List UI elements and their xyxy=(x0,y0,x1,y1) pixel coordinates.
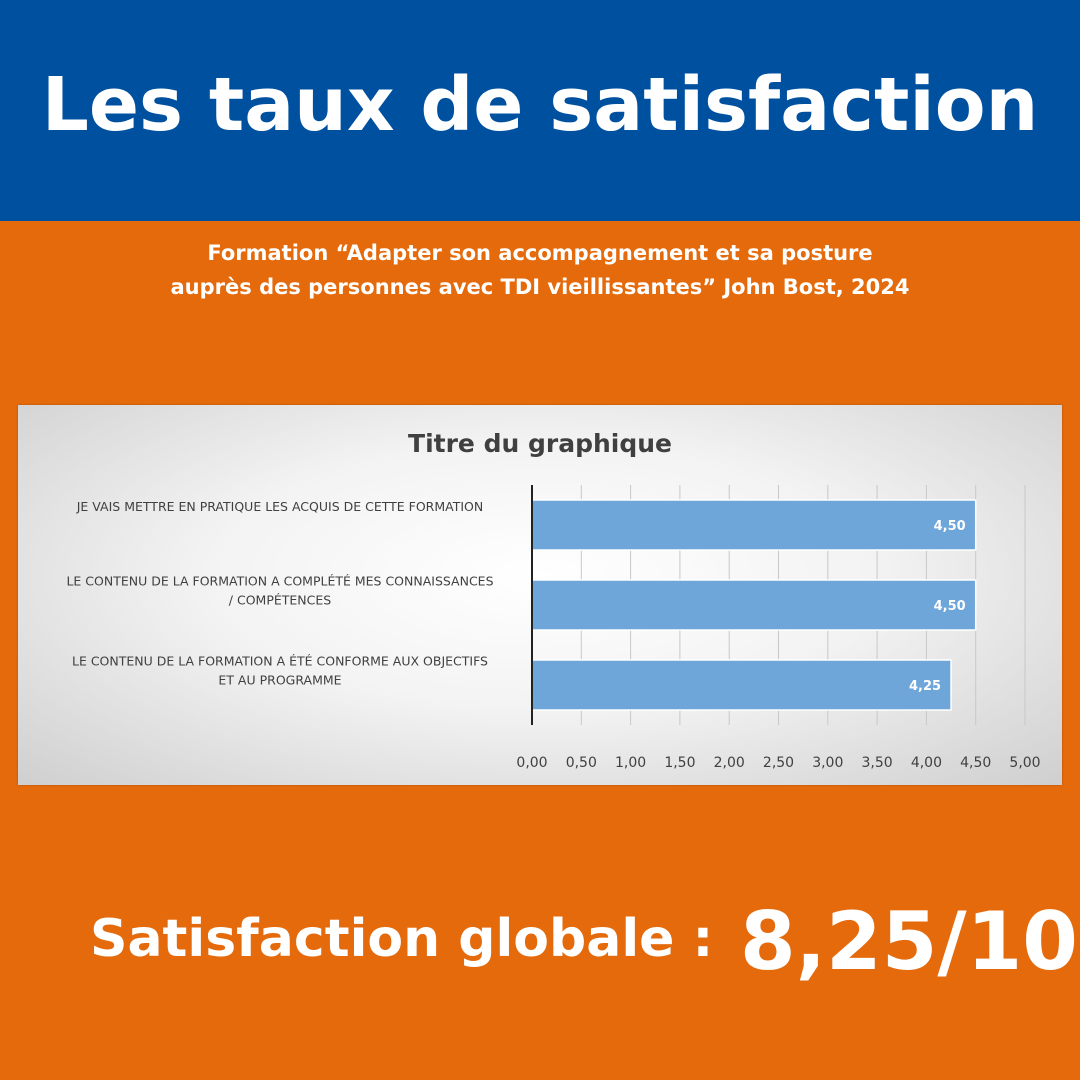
category-label: JE VAIS METTRE EN PRATIQUE LES ACQUIS DE… xyxy=(76,499,484,514)
x-tick-label: 2,50 xyxy=(763,755,794,771)
subtitle-line-2: auprès des personnes avec TDI vieillissa… xyxy=(170,275,910,299)
x-tick-label: 0,00 xyxy=(516,755,547,771)
x-tick-label: 3,50 xyxy=(862,755,893,771)
x-tick-label: 5,00 xyxy=(1009,755,1040,771)
x-tick-label: 4,00 xyxy=(911,755,942,771)
page-title: Les taux de satisfaction xyxy=(41,61,1039,148)
category-label: ET AU PROGRAMME xyxy=(218,673,341,688)
bar-chart: Titre du graphique 4,50 JE VAIS METTRE EN … xyxy=(66,429,1040,771)
summary-label: Satisfaction globale : xyxy=(90,909,714,969)
chart-panel: Titre du graphique 4,50 JE VAIS METTRE EN … xyxy=(18,405,1062,785)
bar-value-label: 4,50 xyxy=(934,599,966,614)
subtitle-line-1: Formation “Adapter son accompagnement et… xyxy=(207,241,873,265)
subtitle: Formation “Adapter son accompagnement et… xyxy=(0,236,1080,304)
x-tick-label: 4,50 xyxy=(960,755,991,771)
x-tick-label: 1,00 xyxy=(615,755,646,771)
category-label: LE CONTENU DE LA FORMATION A ÉTÉ CONFORM… xyxy=(72,654,488,669)
chart-title: Titre du graphique xyxy=(408,429,672,458)
bar-value-label: 4,25 xyxy=(909,679,941,694)
category-label: LE CONTENU DE LA FORMATION A COMPLÉTÉ ME… xyxy=(66,574,493,589)
bar xyxy=(531,579,977,631)
summary-value: 8,25/10 xyxy=(740,895,1078,988)
category-label: / COMPÉTENCES xyxy=(229,593,331,608)
x-tick-label: 0,50 xyxy=(566,755,597,771)
bar xyxy=(531,499,977,551)
header-banner: Les taux de satisfaction xyxy=(0,0,1080,221)
summary: Satisfaction globale : 8,25/10 xyxy=(0,895,1080,995)
x-tick-label: 2,00 xyxy=(714,755,745,771)
bar xyxy=(531,659,952,711)
bar-value-label: 4,50 xyxy=(934,519,966,534)
x-tick-label: 3,00 xyxy=(812,755,843,771)
x-tick-label: 1,50 xyxy=(664,755,695,771)
